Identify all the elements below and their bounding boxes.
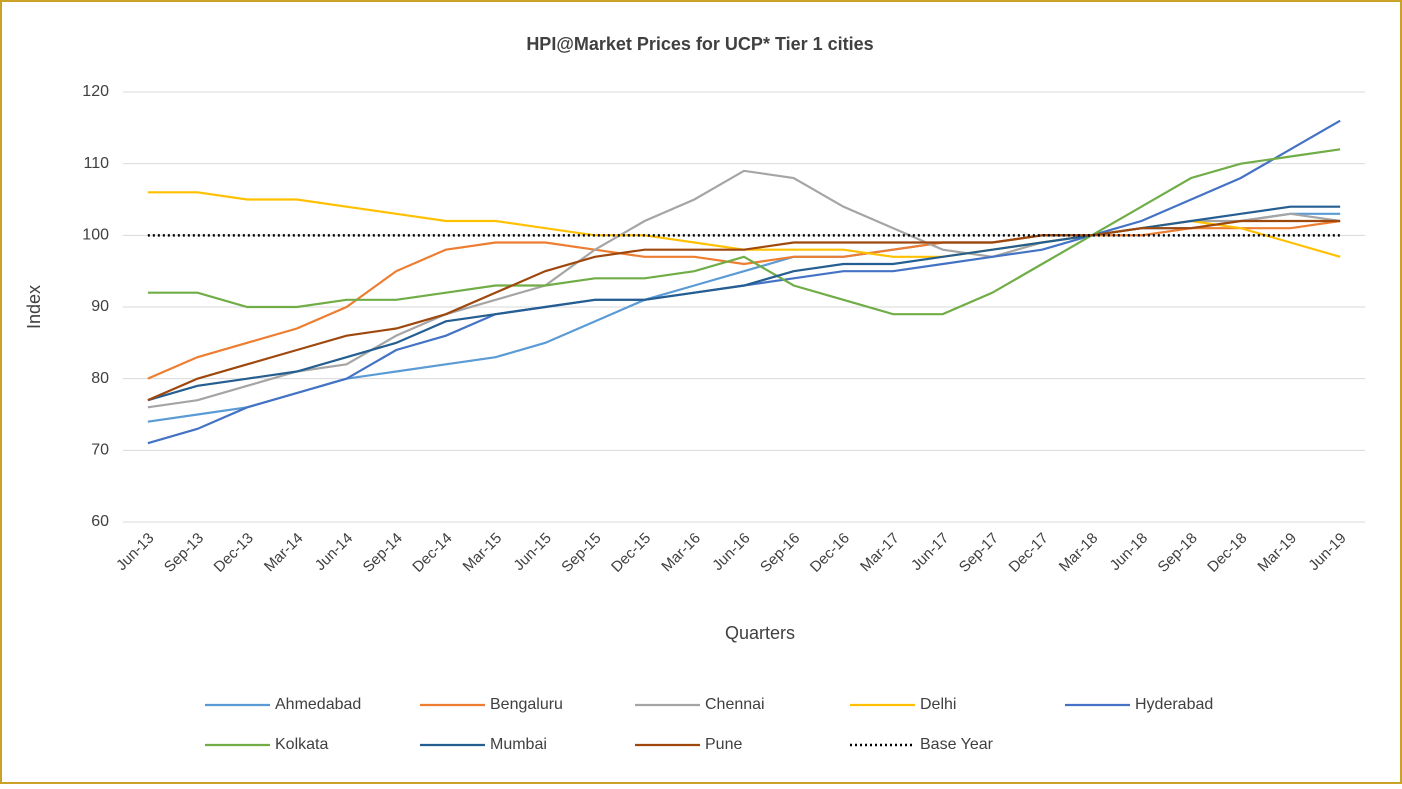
legend-label: Pune (705, 736, 742, 753)
x-axis-label: Quarters (725, 623, 795, 643)
y-tick-label: 80 (91, 370, 109, 387)
series-line (147, 219, 1341, 380)
y-tick-label: 90 (91, 298, 109, 315)
y-tick-label: 70 (91, 442, 109, 459)
chart-title: HPI@Market Prices for UCP* Tier 1 cities (526, 34, 873, 54)
y-tick-label: 120 (82, 83, 109, 100)
y-tick-label: 60 (91, 513, 109, 530)
y-tick-label: 100 (82, 227, 109, 244)
series-line (147, 148, 1341, 316)
legend-label: Bengaluru (490, 696, 563, 713)
legend-label: Kolkata (275, 736, 328, 753)
legend-label: Chennai (705, 696, 765, 713)
legend-label: Mumbai (490, 736, 547, 753)
legend-label: Hyderabad (1135, 696, 1213, 713)
legend-label: Delhi (920, 696, 956, 713)
legend-label: Ahmedabad (275, 696, 361, 713)
y-axis-label: Index (24, 285, 44, 329)
legend-label: Base Year (920, 736, 994, 753)
y-tick-label: 110 (83, 155, 109, 172)
series-line (147, 219, 1341, 402)
